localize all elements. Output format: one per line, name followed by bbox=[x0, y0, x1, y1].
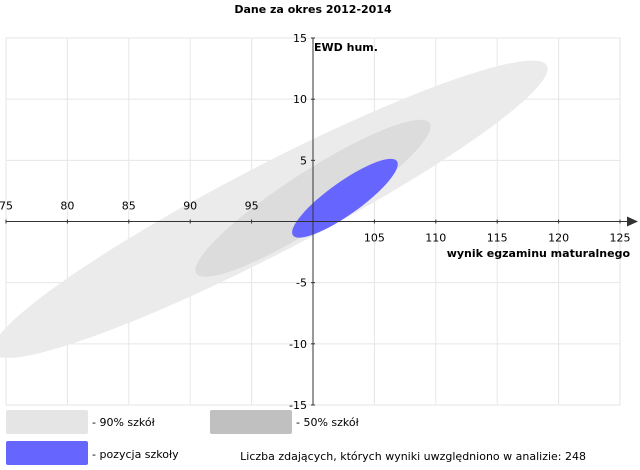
y-tick-label: -15 bbox=[289, 399, 307, 412]
legend: - 90% szkół - 50% szkół - pozycja szkoły bbox=[6, 410, 360, 465]
legend-label-school: - pozycja szkoły bbox=[92, 448, 179, 461]
y-tick-label: -10 bbox=[289, 338, 307, 351]
chart-title: Dane za okres 2012-2014 bbox=[234, 3, 392, 16]
x-tick-label: 125 bbox=[610, 232, 631, 245]
x-tick-label: 75 bbox=[0, 200, 13, 213]
legend-swatch-90 bbox=[6, 410, 88, 434]
legend-swatch-school bbox=[6, 441, 88, 465]
legend-swatch-50 bbox=[210, 410, 292, 434]
y-tick-label: 5 bbox=[300, 154, 307, 167]
y-axis-label: EWD hum. bbox=[314, 41, 378, 54]
x-tick-label: 120 bbox=[548, 232, 569, 245]
y-tick-label: 10 bbox=[293, 93, 307, 106]
region-school-position bbox=[292, 158, 398, 238]
x-tick-label: 90 bbox=[183, 200, 197, 213]
x-tick-label: 85 bbox=[122, 200, 136, 213]
x-axis-arrow bbox=[627, 216, 638, 227]
y-tick-label: -5 bbox=[296, 277, 307, 290]
legend-label-90: - 90% szkół bbox=[92, 416, 156, 429]
regions bbox=[0, 60, 548, 358]
y-tick-label: 15 bbox=[293, 32, 307, 45]
x-tick-label: 95 bbox=[245, 200, 259, 213]
x-axis-label: wynik egzaminu maturalnego bbox=[447, 247, 631, 260]
x-tick-label: 80 bbox=[60, 200, 74, 213]
x-tick-label: 110 bbox=[425, 232, 446, 245]
x-ticks: 75 80 85 90 95 105 110 115 120 125 bbox=[0, 200, 631, 245]
axes bbox=[6, 38, 638, 405]
x-tick-label: 105 bbox=[364, 232, 385, 245]
participants-count: Liczba zdających, których wyniki uwzględ… bbox=[240, 450, 586, 463]
x-tick-label: 115 bbox=[487, 232, 508, 245]
y-ticks: 15 10 5 -5 -10 -15 bbox=[289, 32, 315, 412]
legend-label-50: - 50% szkół bbox=[296, 416, 360, 429]
